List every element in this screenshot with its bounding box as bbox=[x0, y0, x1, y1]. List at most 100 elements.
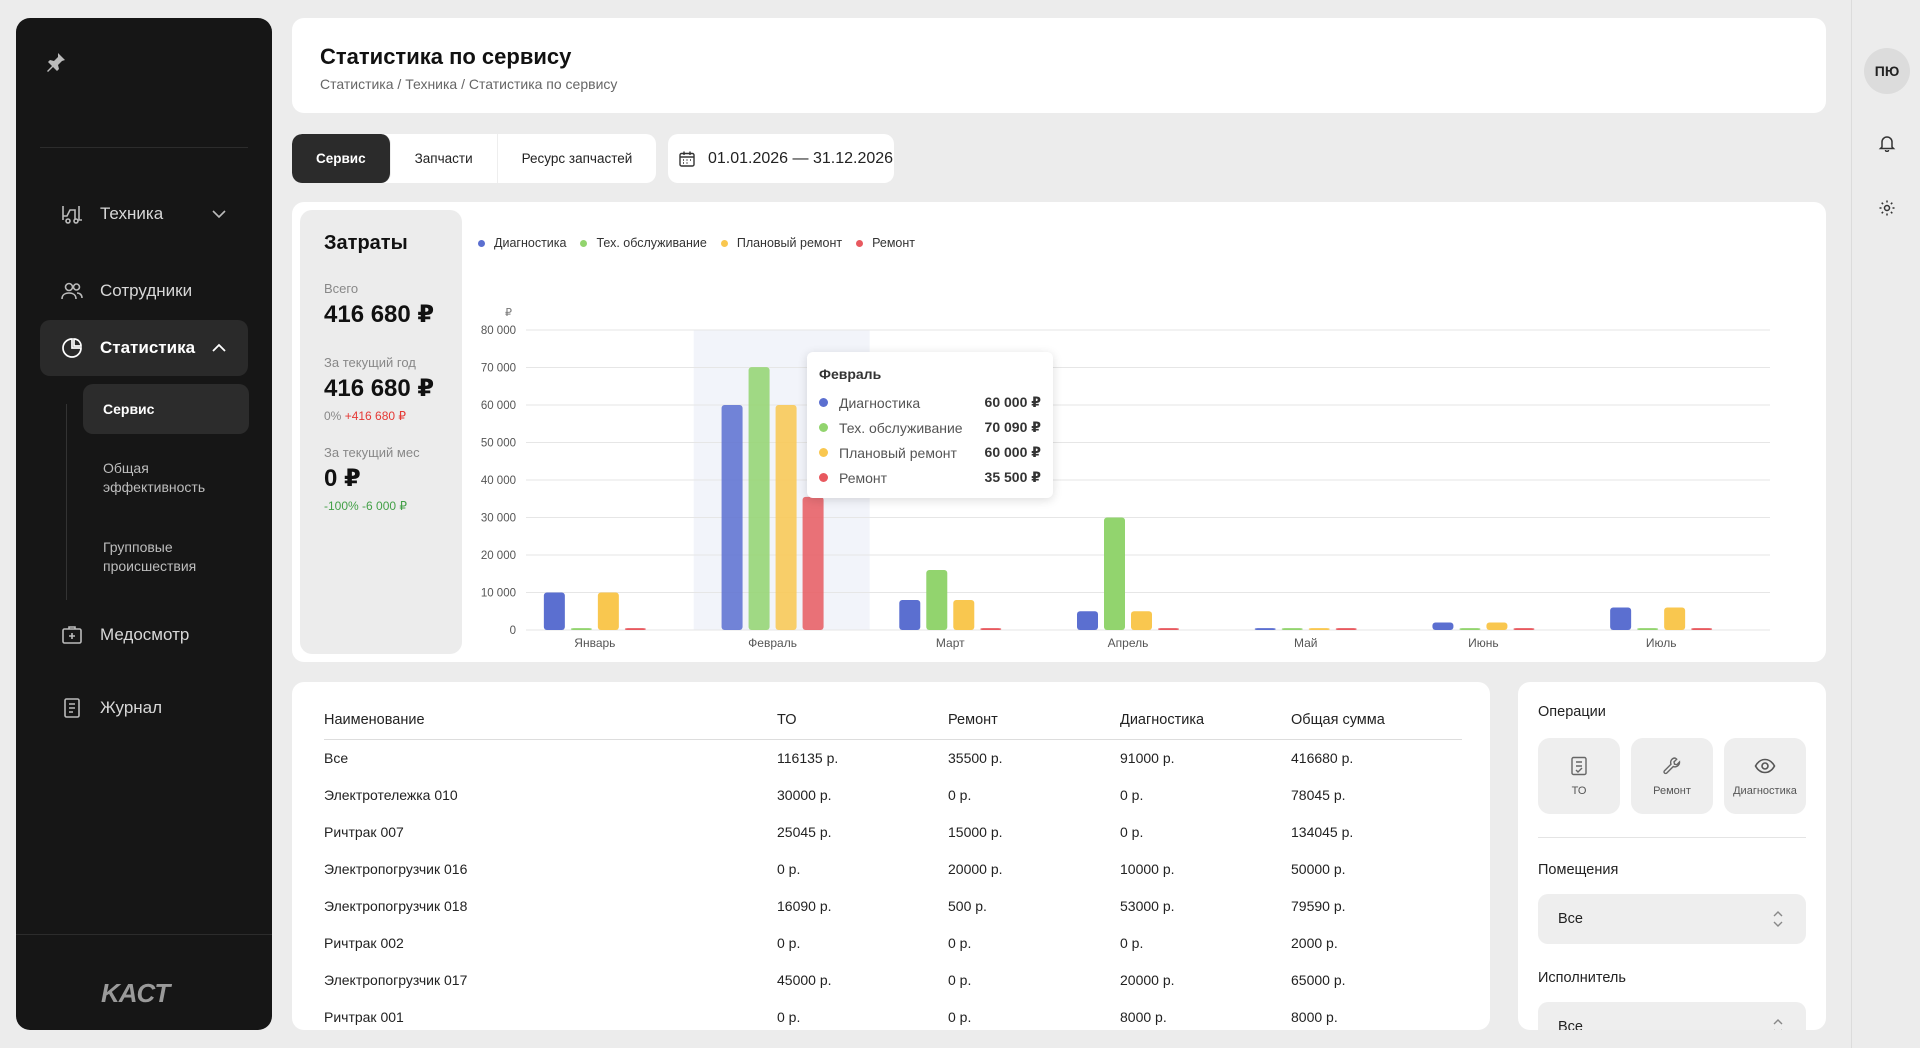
bar-planned[interactable] bbox=[597, 592, 619, 631]
pin-icon[interactable] bbox=[44, 50, 68, 74]
chevron-up-icon[interactable] bbox=[210, 339, 228, 357]
sidebar-item-statistics[interactable]: Статистика bbox=[40, 320, 248, 376]
executor-select[interactable]: Все bbox=[1538, 1002, 1806, 1030]
bar-maintenance[interactable] bbox=[1104, 517, 1125, 631]
bar-maintenance[interactable] bbox=[748, 367, 770, 630]
cell-total: 78045 р. bbox=[1291, 787, 1346, 803]
bar-repair[interactable] bbox=[802, 496, 824, 630]
legend-item-maintenance[interactable]: Тех. обслуживание bbox=[580, 236, 707, 250]
col-header-repair[interactable]: Ремонт bbox=[948, 712, 998, 728]
bar-planned[interactable] bbox=[953, 600, 975, 630]
bar-repair[interactable] bbox=[1335, 628, 1357, 630]
table-row[interactable]: Ричтрак 001 0 р. 0 р. 8000 р. 8000 р. bbox=[324, 999, 1462, 1030]
col-header-name[interactable]: Наименование bbox=[324, 712, 425, 728]
tab-service[interactable]: Сервис bbox=[292, 134, 391, 183]
bar-repair[interactable] bbox=[1158, 628, 1179, 630]
cell-name: Ричтрак 002 bbox=[324, 935, 404, 951]
table-row[interactable]: Электропогрузчик 017 45000 р. 0 р. 20000 р.… bbox=[324, 962, 1462, 999]
gear-icon[interactable] bbox=[1878, 199, 1896, 217]
cell-name: Электротележка 010 bbox=[324, 787, 458, 803]
bell-icon[interactable] bbox=[1878, 134, 1896, 152]
operation-repair-button[interactable]: Ремонт bbox=[1631, 738, 1713, 814]
date-range-value: 01.01.2026 — 31.12.2026 bbox=[708, 149, 894, 167]
col-header-diagnostics[interactable]: Диагностика bbox=[1120, 712, 1205, 728]
y-tick-label: 0 bbox=[510, 625, 516, 637]
tab-parts-resource[interactable]: Ресурс запчастей bbox=[521, 151, 633, 166]
col-header-total[interactable]: Общая сумма bbox=[1291, 712, 1385, 728]
y-tick-label: 70 000 bbox=[481, 363, 516, 375]
bar-maintenance[interactable] bbox=[1459, 628, 1481, 630]
bar-maintenance[interactable] bbox=[570, 628, 592, 630]
bar-diagnostics[interactable] bbox=[899, 600, 921, 630]
breadcrumb[interactable]: Статистика / Техника / Статистика по сер… bbox=[320, 76, 618, 92]
operation-diagnostics-button[interactable]: Диагностика bbox=[1724, 738, 1806, 814]
cell-total: 8000 р. bbox=[1291, 1009, 1338, 1025]
legend-item-diagnostics[interactable]: Диагностика bbox=[478, 236, 566, 250]
table-row[interactable]: Ричтрак 002 0 р. 0 р. 0 р. 2000 р. bbox=[324, 925, 1462, 962]
sidebar-item-employees[interactable]: Сотрудники bbox=[40, 263, 248, 319]
cell-repair: 0 р. bbox=[948, 935, 972, 951]
bar-repair[interactable] bbox=[1691, 628, 1713, 630]
table-row[interactable]: Электропогрузчик 018 16090 р. 500 р. 53000 … bbox=[324, 888, 1462, 925]
operation-to-button[interactable]: ТО bbox=[1538, 738, 1620, 814]
table-row[interactable]: Электротележка 010 30000 р. 0 р. 0 р. 78045 … bbox=[324, 777, 1462, 814]
bar-diagnostics[interactable] bbox=[543, 592, 565, 631]
bar-repair[interactable] bbox=[980, 628, 1002, 630]
table-row[interactable]: Ричтрак 007 25045 р. 15000 р. 0 р. 134045 р. bbox=[324, 814, 1462, 851]
chevron-down-icon[interactable] bbox=[210, 205, 228, 223]
tooltip-row-name: Ремонт bbox=[839, 469, 888, 486]
tab-parts[interactable]: Запчасти bbox=[391, 134, 498, 183]
operations-label: Операции bbox=[1538, 704, 1606, 720]
bar-planned[interactable] bbox=[1131, 611, 1152, 630]
cost-table: Наименование ТО Ремонт Диагностика Общая… bbox=[324, 702, 1462, 1030]
sidebar-item-technika[interactable]: Техника bbox=[40, 186, 248, 242]
cell-diagnostics: 8000 р. bbox=[1120, 1009, 1167, 1025]
avatar[interactable]: ПЮ bbox=[1864, 48, 1910, 94]
sidebar-subitem-label: Общая эффективность bbox=[103, 460, 206, 495]
chart-tooltip: Февраль Диагностика 60 000 ₽ Тех. обслужи… bbox=[807, 352, 1053, 498]
sidebar-subitem-incidents[interactable]: Групповые происшествия bbox=[83, 538, 213, 576]
col-header-to[interactable]: ТО bbox=[777, 712, 797, 728]
x-tick-label: Июль bbox=[1646, 636, 1677, 650]
cell-repair: 0 р. bbox=[948, 787, 972, 803]
bar-planned[interactable] bbox=[1664, 607, 1686, 631]
y-tick-label: 80 000 bbox=[481, 325, 516, 337]
rooms-label: Помещения bbox=[1538, 862, 1619, 878]
chart-panel: Затраты Всего 416 680 ₽ За текущий год 4… bbox=[292, 202, 1826, 662]
sidebar-item-label: Сотрудники bbox=[100, 281, 193, 300]
updown-chevron-icon bbox=[1773, 911, 1783, 927]
bar-planned[interactable] bbox=[1308, 628, 1330, 630]
costs-card: Затраты Всего 416 680 ₽ За текущий год 4… bbox=[300, 210, 462, 654]
total-value: 416 680 ₽ bbox=[324, 301, 435, 328]
bar-diagnostics[interactable] bbox=[1432, 622, 1454, 631]
bar-repair[interactable] bbox=[624, 628, 646, 630]
legend-item-planned[interactable]: Плановый ремонт bbox=[720, 236, 842, 250]
bar-planned[interactable] bbox=[775, 405, 797, 630]
sidebar-item-medical[interactable]: Медосмотр bbox=[40, 607, 248, 663]
sidebar-item-journal[interactable]: Журнал bbox=[40, 680, 248, 736]
cell-diagnostics: 53000 р. bbox=[1120, 898, 1175, 914]
sidebar-subitem-efficiency[interactable]: Общая эффективность bbox=[83, 459, 213, 497]
legend-item-repair[interactable]: Ремонт bbox=[856, 236, 915, 250]
bar-maintenance[interactable] bbox=[1281, 628, 1303, 630]
cell-diagnostics: 0 р. bbox=[1120, 787, 1144, 803]
medkit-icon bbox=[62, 626, 82, 644]
rooms-select[interactable]: Все bbox=[1538, 894, 1806, 944]
bar-maintenance[interactable] bbox=[1637, 628, 1659, 630]
sidebar-subitem-service[interactable]: Сервис bbox=[83, 384, 249, 434]
bar-repair[interactable] bbox=[1513, 628, 1535, 630]
bar-diagnostics[interactable] bbox=[1610, 607, 1632, 631]
bar-diagnostics[interactable] bbox=[1254, 628, 1276, 630]
table-row[interactable]: Электропогрузчик 016 0 р. 20000 р. 10000 р.… bbox=[324, 851, 1462, 888]
y-tick-label: 20 000 bbox=[481, 550, 516, 562]
cell-repair: 500 р. bbox=[948, 898, 987, 914]
bar-maintenance[interactable] bbox=[926, 570, 948, 630]
tooltip-row: Плановый ремонт 60 000 ₽ bbox=[819, 440, 1041, 465]
sidebar-item-label: Техника bbox=[100, 204, 164, 223]
cell-diagnostics: 91000 р. bbox=[1120, 750, 1175, 766]
bar-diagnostics[interactable] bbox=[1077, 611, 1098, 630]
bar-diagnostics[interactable] bbox=[721, 405, 743, 630]
date-range-picker[interactable]: 01.01.2026 — 31.12.2026 bbox=[668, 134, 894, 183]
table-row[interactable]: Все 116135 р. 35500 р. 91000 р. 416680 р. bbox=[324, 740, 1462, 777]
bar-planned[interactable] bbox=[1486, 622, 1508, 631]
